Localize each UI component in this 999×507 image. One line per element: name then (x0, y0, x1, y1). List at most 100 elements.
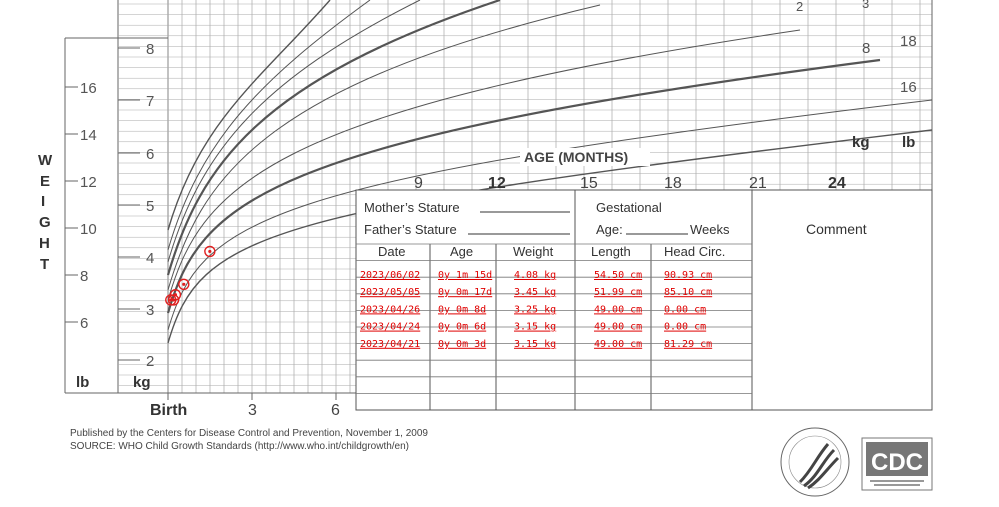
table-cell-length: 51.99 cm (594, 287, 642, 298)
age-tick-18: 18 (664, 175, 682, 192)
form-box (355, 189, 933, 411)
data-point-center (208, 249, 212, 254)
left-axis: W E I G H T 16 14 12 10 8 6 8 7 6 5 4 3 2 lb kg (38, 41, 154, 391)
data-point-center (169, 298, 173, 302)
table-cell-head: 85.10 cm (664, 287, 712, 298)
percentile-curve (167, 129, 933, 344)
table-cell-age: 0y 0m 3d (438, 339, 486, 350)
col-header-head-circ: Head Circ. (664, 244, 725, 259)
table-cell-age: 0y 0m 6d (438, 322, 486, 333)
col-header-age: Age (450, 244, 473, 259)
age-tick-24: 24 (828, 175, 846, 192)
table-cell-length: 49.00 cm (594, 304, 642, 315)
age-tick-9: 9 (414, 175, 423, 192)
lb-tick-labels: 16 14 12 10 8 6 (65, 80, 97, 332)
data-point (178, 278, 190, 291)
data-point (204, 245, 216, 258)
table-cell-age: 0y 0m 17d (438, 287, 492, 298)
kg-tick-2: 2 (146, 353, 154, 370)
age-axis-title: AGE (MONTHS) (524, 149, 628, 165)
weight-letter-e: E (40, 173, 50, 190)
data-points (165, 245, 216, 306)
table-cell-date: 2023/04/21 (360, 339, 420, 350)
lb-tick-8: 8 (80, 268, 88, 285)
table-cell-weight: 3.15 kg (514, 339, 556, 350)
weight-letter-h: H (39, 235, 50, 252)
weight-letter-i: I (41, 193, 45, 210)
data-point (169, 289, 182, 301)
table-cell-age: 0y 1m 15d (438, 270, 492, 281)
gestational-age-label: Age: (596, 222, 623, 237)
kg-tick-4: 4 (146, 250, 154, 267)
percentile-curve (167, 29, 801, 301)
table-cell-head: 90.93 cm (664, 270, 712, 281)
col-header-weight: Weight (513, 244, 554, 259)
percentile-curve (167, 0, 421, 263)
kg-unit-label: kg (133, 374, 151, 391)
weight-letter-w: W (38, 152, 53, 169)
kg-tick-3: 3 (146, 302, 154, 319)
col-header-date: Date (378, 244, 405, 259)
data-point-center (173, 293, 178, 297)
form-lines (356, 190, 753, 410)
percentile-curve (166, 58, 881, 314)
table-cell-weight: 3.15 kg (514, 322, 556, 333)
col-header-length: Length (591, 244, 631, 259)
fathers-stature-label: Father’s Stature (364, 222, 457, 237)
percentile-curve (167, 4, 601, 291)
cdc-logo: CDC (861, 437, 933, 491)
hhs-seal-icon (780, 427, 850, 497)
gestational-label: Gestational (596, 200, 662, 215)
weight-letter-g: G (39, 214, 51, 231)
table-cell-length: 54.50 cm (594, 270, 642, 281)
table-cell-date: 2023/06/02 (360, 270, 420, 281)
table-cell-head: 0.00 cm (664, 304, 706, 315)
percentile-curve (167, 0, 371, 251)
age-tick-6: 6 (331, 402, 340, 419)
table-cell-age: 0y 0m 8d (438, 304, 486, 315)
data-point-center (182, 282, 186, 286)
age-tick-21: 21 (749, 175, 767, 192)
table-cell-head: 81.29 cm (664, 339, 712, 350)
percentile-curve (166, 0, 501, 276)
lb-tick-10: 10 (80, 221, 97, 238)
table-cell-weight: 4.08 kg (514, 270, 556, 281)
cdc-logo-text: CDC (871, 449, 923, 476)
footer-source: SOURCE: WHO Child Growth Standards (http… (70, 441, 409, 452)
curve-label-3: 3 (862, 0, 869, 11)
kg-tick-6: 6 (146, 146, 154, 163)
table-body: 2023/06/02 0y 1m 15d 4.08 kg 54.50 cm 90.93 … (360, 270, 712, 350)
age-title-bg (520, 148, 650, 166)
table-cell-head: 0.00 cm (664, 322, 706, 333)
right-kg-tick-8: 8 (862, 40, 870, 57)
table-cell-length: 49.00 cm (594, 339, 642, 350)
lb-tick-14: 14 (80, 127, 97, 144)
age-tick-3: 3 (248, 402, 257, 419)
lb-tick-6: 6 (80, 315, 88, 332)
kg-tick-5: 5 (146, 198, 154, 215)
lb-unit-label: lb (76, 374, 89, 391)
birth-label: Birth (150, 402, 187, 419)
right-lb-unit: lb (902, 134, 915, 151)
age-axis-upper: AGE (MONTHS) 9 12 15 18 21 24 (414, 148, 846, 192)
age-axis-lower: Birth 3 6 (150, 402, 340, 419)
table-cell-weight: 3.25 kg (514, 304, 556, 315)
right-kg-unit: kg (852, 134, 870, 151)
weeks-label: Weeks (690, 222, 730, 237)
right-lb-tick-16: 16 (900, 79, 917, 96)
age-tick-12: 12 (488, 175, 506, 192)
table-cell-date: 2023/04/24 (360, 322, 420, 333)
lb-tick-12: 12 (80, 174, 97, 191)
comment-header: Comment (806, 221, 867, 237)
table-cell-length: 49.00 cm (594, 322, 642, 333)
kg-tick-8: 8 (146, 41, 154, 58)
right-axis: 8 18 16 kg lb 2 3 (796, 0, 917, 151)
curve-label-2: 2 (796, 0, 803, 14)
mothers-stature-label: Mother’s Stature (364, 200, 460, 215)
measurement-form: Mother’s Stature Father’s Stature Gestat… (355, 189, 933, 411)
percentile-curve (167, 99, 933, 331)
percentile-curves (166, 0, 933, 344)
data-point (167, 294, 180, 306)
